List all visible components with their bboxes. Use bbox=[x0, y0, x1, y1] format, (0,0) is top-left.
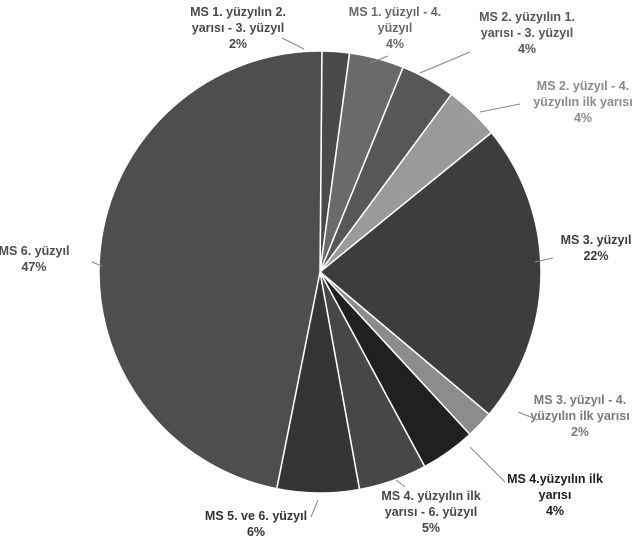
slice-percent: 6% bbox=[247, 525, 265, 539]
slice-label-4: MS 3. yüzyıl 22% bbox=[561, 233, 632, 263]
slice-label-8: MS 5. ve 6. yüzyıl 6% bbox=[205, 509, 307, 539]
slice-label-line: MS 3. yüzyıl bbox=[561, 233, 632, 247]
slice-label-1: MS 1. yüzyıl - 4. yüzyıl 4% bbox=[349, 5, 441, 51]
slice-label-line: yüzyılın ilk yarısı bbox=[533, 95, 632, 109]
leader-line-7 bbox=[395, 479, 406, 488]
slice-label-line: MS 3. yüzyıl - 4. bbox=[534, 393, 626, 407]
slice-label-5: MS 3. yüzyıl - 4. yüzyılın ilk yarısı 2% bbox=[530, 393, 629, 439]
leader-line-8 bbox=[310, 499, 319, 518]
slice-percent: 4% bbox=[574, 111, 592, 125]
slice-percent: 5% bbox=[422, 521, 440, 535]
slice-percent: 4% bbox=[546, 504, 564, 518]
slice-label-0: MS 1. yüzyılın 2. yarısı - 3. yüzyıl 2% bbox=[190, 5, 286, 51]
slice-label-line: yarısı - 3. yüzyıl bbox=[481, 26, 573, 40]
leader-line-1 bbox=[369, 55, 389, 64]
slice-percent: 2% bbox=[229, 37, 247, 51]
slice-label-line: MS 1. yüzyılın 2. bbox=[190, 5, 286, 19]
slice-label-3: MS 2. yüzyıl - 4. yüzyılın ilk yarısı 4% bbox=[533, 79, 632, 125]
leader-line-2 bbox=[419, 51, 471, 74]
slice-label-2: MS 2. yüzyılın 1. yarısı - 3. yüzyıl 4% bbox=[479, 10, 575, 56]
slice-percent: 4% bbox=[386, 37, 404, 51]
pie-slice-9 bbox=[98, 50, 323, 490]
slice-label-line: yarısı bbox=[539, 488, 572, 502]
slice-label-line: MS 5. ve 6. yüzyıl bbox=[205, 509, 307, 523]
leader-line-0 bbox=[281, 37, 305, 50]
pie-slices bbox=[98, 50, 542, 494]
slice-label-line: yüzyılın ilk yarısı bbox=[530, 409, 629, 423]
slice-label-6: MS 4.yüzyılın ilk yarısı 4% bbox=[507, 472, 603, 518]
slice-percent: 22% bbox=[583, 249, 608, 263]
slice-percent: 47% bbox=[21, 260, 46, 274]
slice-label-line: MS 1. yüzyıl - 4. bbox=[349, 5, 441, 19]
slice-label-line: MS 2. yüzyıl - 4. bbox=[537, 79, 629, 93]
slice-labels: MS 1. yüzyılın 2. yarısı - 3. yüzyıl 2%MS … bbox=[0, 5, 633, 539]
slice-percent: 2% bbox=[571, 425, 589, 439]
leader-line-6 bbox=[469, 446, 506, 483]
slice-label-line: MS 4.yüzyılın ilk bbox=[507, 472, 603, 486]
leader-line-4 bbox=[534, 257, 554, 263]
slice-label-line: yüzyıl bbox=[378, 21, 413, 35]
leader-line-5 bbox=[517, 411, 539, 421]
slice-label-line: yarısı - 3. yüzyıl bbox=[192, 21, 284, 35]
slice-label-9: MS 6. yüzyıl 47% bbox=[0, 244, 69, 274]
slice-label-7: MS 4. yüzyılın ilk yarısı - 6. yüzyıl 5% bbox=[381, 489, 480, 535]
leader-line-9 bbox=[91, 261, 103, 267]
leader-lines bbox=[91, 37, 554, 518]
slice-label-line: MS 4. yüzyılın ilk bbox=[381, 489, 480, 503]
slice-label-line: MS 6. yüzyıl bbox=[0, 244, 69, 258]
slice-label-line: MS 2. yüzyılın 1. bbox=[479, 10, 575, 24]
pie-slice-4 bbox=[318, 131, 542, 416]
slice-percent: 4% bbox=[518, 42, 536, 56]
slice-label-line: yarısı - 6. yüzyıl bbox=[385, 505, 477, 519]
leader-line-3 bbox=[479, 103, 521, 113]
